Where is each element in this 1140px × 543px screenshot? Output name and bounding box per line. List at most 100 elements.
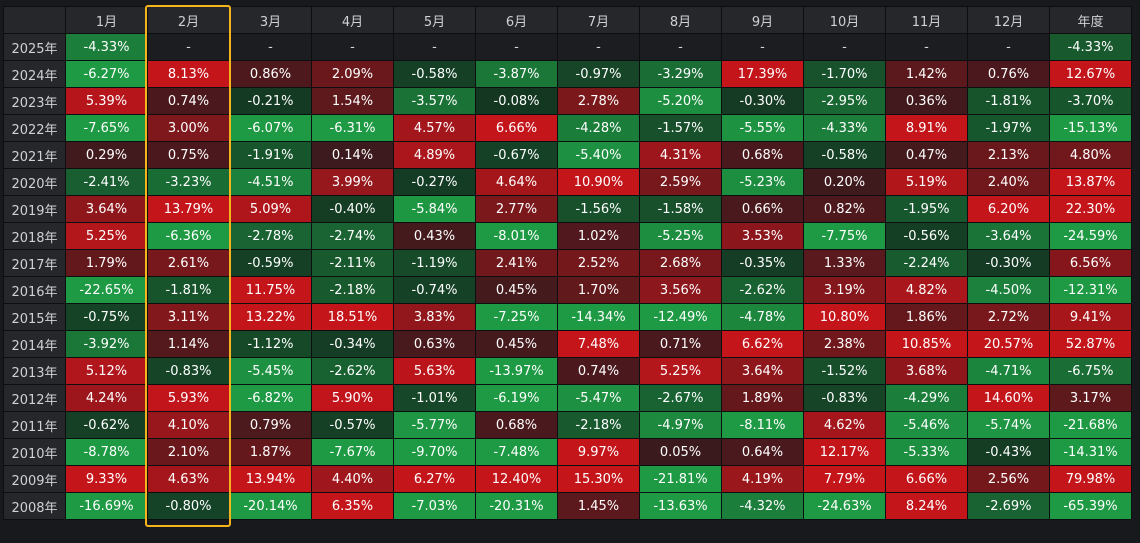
heatmap-cell: 9.97%: [557, 438, 640, 466]
heatmap-cell: 5.25%: [639, 357, 722, 385]
table-row: 2008年 -16.69% -0.80% -20.14% 6.35% -7.03% -20.…: [3, 492, 1132, 520]
heatmap-cell: 6.66%: [885, 465, 968, 493]
heatmap-cell: -0.43%: [967, 438, 1050, 466]
heatmap-cell: -4.28%: [557, 114, 640, 142]
heatmap-cell: 9.33%: [65, 465, 148, 493]
heatmap-cell: -0.40%: [311, 195, 394, 223]
heatmap-cell: 2.40%: [967, 168, 1050, 196]
heatmap-cell: -3.57%: [393, 87, 476, 115]
heatmap-cell: -4.29%: [885, 384, 968, 412]
table-row: 2014年 -3.92% 1.14% -1.12% -0.34% 0.63% 0.45% 7.…: [3, 330, 1132, 358]
column-header: 6月: [475, 6, 558, 34]
heatmap-cell: -: [885, 33, 968, 61]
heatmap-cell: 0.76%: [967, 60, 1050, 88]
heatmap-cell: 6.62%: [721, 330, 804, 358]
heatmap-cell: -2.74%: [311, 222, 394, 250]
heatmap-cell: 5.19%: [885, 168, 968, 196]
heatmap-cell: 1.89%: [721, 384, 804, 412]
table-body: 2025年 -4.33% - - - - - - - - - - - -4.33% 2024年 -6.27% 8…: [3, 33, 1132, 520]
heatmap-cell: -3.70%: [1049, 87, 1132, 115]
row-year-label: 2013年: [3, 357, 66, 385]
heatmap-cell: 4.80%: [1049, 141, 1132, 169]
heatmap-cell: -0.58%: [393, 60, 476, 88]
heatmap-cell: -5.33%: [885, 438, 968, 466]
row-year-label: 2010年: [3, 438, 66, 466]
heatmap-cell: 1.33%: [803, 249, 886, 277]
row-year-label: 2021年: [3, 141, 66, 169]
heatmap-cell: 0.47%: [885, 141, 968, 169]
row-year-label: 2024年: [3, 60, 66, 88]
heatmap-cell: 5.63%: [393, 357, 476, 385]
heatmap-cell: 3.64%: [721, 357, 804, 385]
heatmap-cell: -20.31%: [475, 492, 558, 520]
heatmap-cell: 0.63%: [393, 330, 476, 358]
heatmap-cell: -1.57%: [639, 114, 722, 142]
heatmap-cell: 2.13%: [967, 141, 1050, 169]
heatmap-cell: 10.90%: [557, 168, 640, 196]
heatmap-cell: -2.78%: [229, 222, 312, 250]
heatmap-cell: -13.97%: [475, 357, 558, 385]
heatmap-cell: 3.53%: [721, 222, 804, 250]
heatmap-cell: -7.48%: [475, 438, 558, 466]
heatmap-cell: -2.18%: [311, 276, 394, 304]
heatmap-cell: -6.27%: [65, 60, 148, 88]
heatmap-cell: 0.79%: [229, 411, 312, 439]
heatmap-cell: 1.14%: [147, 330, 230, 358]
heatmap-cell: -3.23%: [147, 168, 230, 196]
heatmap-cell: 5.25%: [65, 222, 148, 250]
heatmap-cell: 11.75%: [229, 276, 312, 304]
returns-heatmap-table: 1月 2月 3月 4月 5月 6月 7月 8月 9月 10月 11月 12月 年度 2025年 -4.33…: [3, 6, 1132, 520]
heatmap-cell: -0.30%: [721, 87, 804, 115]
heatmap-cell: -4.33%: [1049, 33, 1132, 61]
column-header: 7月: [557, 6, 640, 34]
heatmap-cell: -2.41%: [65, 168, 148, 196]
heatmap-cell: -: [803, 33, 886, 61]
heatmap-cell: 1.54%: [311, 87, 394, 115]
heatmap-cell: 2.77%: [475, 195, 558, 223]
heatmap-cell: -5.45%: [229, 357, 312, 385]
heatmap-cell: 3.17%: [1049, 384, 1132, 412]
table-row: 2011年 -0.62% 4.10% 0.79% -0.57% -5.77% 0.68% -2…: [3, 411, 1132, 439]
heatmap-cell: 7.48%: [557, 330, 640, 358]
heatmap-cell: -0.08%: [475, 87, 558, 115]
heatmap-cell: 2.59%: [639, 168, 722, 196]
heatmap-cell: -0.83%: [803, 384, 886, 412]
row-year-label: 2008年: [3, 492, 66, 520]
heatmap-cell: -: [557, 33, 640, 61]
heatmap-cell: -14.34%: [557, 303, 640, 331]
column-header: 10月: [803, 6, 886, 34]
heatmap-cell: -: [475, 33, 558, 61]
heatmap-cell: -: [311, 33, 394, 61]
heatmap-cell: -2.62%: [311, 357, 394, 385]
heatmap-cell: -4.78%: [721, 303, 804, 331]
heatmap-cell: -0.30%: [967, 249, 1050, 277]
table-row: 2022年 -7.65% 3.00% -6.07% -6.31% 4.57% 6.66% -4…: [3, 114, 1132, 142]
row-year-label: 2014年: [3, 330, 66, 358]
heatmap-cell: 4.82%: [885, 276, 968, 304]
table-row: 2016年 -22.65% -1.81% 11.75% -2.18% -0.74% 0.45…: [3, 276, 1132, 304]
row-year-label: 2011年: [3, 411, 66, 439]
heatmap-cell: 4.57%: [393, 114, 476, 142]
heatmap-cell: -0.75%: [65, 303, 148, 331]
column-header: 1月: [65, 6, 148, 34]
heatmap-cell: 12.67%: [1049, 60, 1132, 88]
heatmap-cell: -2.24%: [885, 249, 968, 277]
heatmap-cell: -1.97%: [967, 114, 1050, 142]
heatmap-cell: 18.51%: [311, 303, 394, 331]
heatmap-cell: 4.62%: [803, 411, 886, 439]
heatmap-cell: -1.91%: [229, 141, 312, 169]
heatmap-cell: 0.86%: [229, 60, 312, 88]
row-year-label: 2019年: [3, 195, 66, 223]
heatmap-cell: -15.13%: [1049, 114, 1132, 142]
heatmap-cell: -5.47%: [557, 384, 640, 412]
heatmap-cell: 6.66%: [475, 114, 558, 142]
heatmap-cell: -3.92%: [65, 330, 148, 358]
heatmap-cell: 6.27%: [393, 465, 476, 493]
heatmap-cell: 6.35%: [311, 492, 394, 520]
row-year-label: 2016年: [3, 276, 66, 304]
heatmap-cell: -6.36%: [147, 222, 230, 250]
heatmap-cell: 22.30%: [1049, 195, 1132, 223]
heatmap-cell: 3.64%: [65, 195, 148, 223]
heatmap-cell: 0.45%: [475, 330, 558, 358]
heatmap-cell: -16.69%: [65, 492, 148, 520]
